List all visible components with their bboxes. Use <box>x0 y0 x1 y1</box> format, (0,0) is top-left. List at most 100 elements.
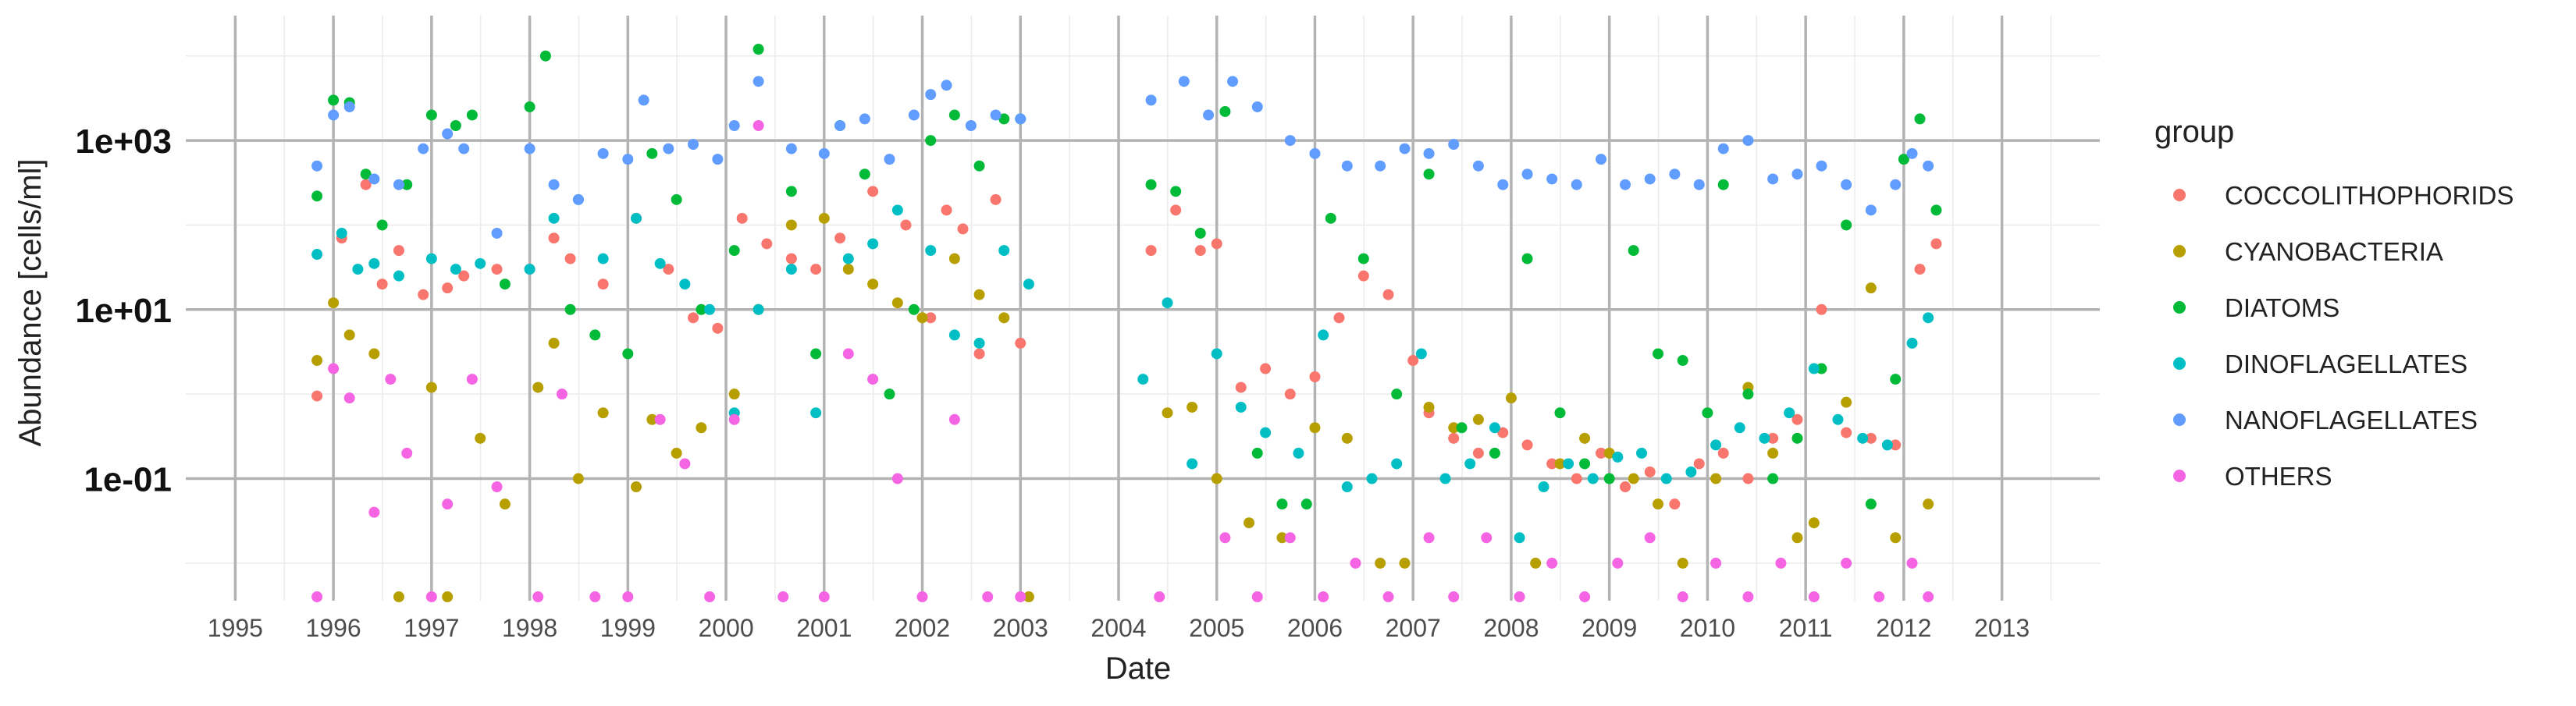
data-point <box>884 154 895 165</box>
data-point <box>663 264 674 275</box>
data-point <box>646 147 658 159</box>
data-point <box>458 270 470 282</box>
data-point <box>1693 458 1705 470</box>
data-point <box>891 204 903 216</box>
data-point <box>728 119 740 131</box>
data-point <box>1767 473 1779 484</box>
data-point <box>785 253 797 264</box>
data-point <box>1742 473 1754 484</box>
data-point <box>1791 432 1803 444</box>
x-axis-label: Date <box>1105 651 1172 686</box>
data-point <box>1505 392 1517 404</box>
data-point <box>1841 396 1852 408</box>
data-point <box>1318 329 1329 341</box>
data-point <box>1284 388 1296 400</box>
data-point <box>311 355 323 367</box>
data-point <box>328 297 340 309</box>
data-point <box>1930 204 1942 216</box>
y-axis-tick-labels: 1e-01 1e+01 1e+03 <box>75 122 172 498</box>
data-point <box>1162 297 1173 309</box>
data-point <box>328 94 340 106</box>
data-point <box>1816 363 1827 374</box>
data-point <box>1170 186 1182 197</box>
data-point <box>1906 557 1918 569</box>
data-point <box>1399 557 1411 569</box>
data-point <box>867 278 879 290</box>
data-point <box>1448 591 1460 603</box>
data-point <box>1194 227 1206 239</box>
data-point <box>925 135 937 147</box>
data-point <box>1318 591 1329 603</box>
y-tick-label: 1e+01 <box>75 292 172 330</box>
data-point <box>1464 458 1476 470</box>
legend-marker <box>2173 470 2186 482</box>
data-point <box>1546 173 1558 185</box>
data-point <box>1612 451 1624 463</box>
data-point <box>1521 169 1533 180</box>
data-point <box>1612 557 1624 569</box>
data-point <box>1439 473 1451 484</box>
data-point <box>998 245 1010 257</box>
data-point <box>1423 401 1435 413</box>
data-point <box>1890 532 1902 544</box>
data-point <box>425 591 437 603</box>
y-tick-label: 1e+03 <box>75 122 172 161</box>
data-point <box>385 374 397 385</box>
data-point <box>556 388 568 400</box>
data-point <box>891 297 903 309</box>
data-point <box>1841 219 1852 231</box>
data-point <box>1481 532 1493 544</box>
data-point <box>908 109 920 121</box>
data-point <box>1391 458 1403 470</box>
data-point <box>475 257 486 269</box>
data-point <box>442 591 454 603</box>
data-point <box>1375 160 1386 172</box>
data-point <box>990 193 1002 205</box>
data-point <box>1284 532 1296 544</box>
data-point <box>1914 113 1926 125</box>
data-point <box>360 179 372 190</box>
data-point <box>1898 154 1909 165</box>
data-point <box>785 219 797 231</box>
data-point <box>1702 407 1713 419</box>
data-point <box>941 204 952 216</box>
data-point <box>564 303 576 315</box>
data-point <box>925 312 937 324</box>
legend-item: COCCOLITHOPHORIDS <box>2173 181 2514 210</box>
data-point <box>1914 264 1926 275</box>
data-point <box>491 264 503 275</box>
legend: group COCCOLITHOPHORIDS CYANOBACTERIA DIAT… <box>2154 115 2514 491</box>
x-axis-tick-labels: 1995 1996 1997 1998 1999 2000 2001 2002 2003 2004… <box>208 614 2030 642</box>
data-point <box>548 337 560 349</box>
data-point <box>842 348 854 360</box>
legend-marker <box>2173 245 2186 257</box>
data-point <box>1816 160 1827 172</box>
data-point <box>425 109 437 121</box>
data-point <box>957 223 969 235</box>
data-point <box>393 270 404 282</box>
x-tick-label: 1998 <box>502 614 557 642</box>
legend-item: DINOFLAGELLATES <box>2173 349 2467 378</box>
data-point <box>728 245 740 257</box>
data-point <box>466 374 478 385</box>
series-diatoms <box>311 44 1942 510</box>
data-point <box>1015 337 1026 349</box>
data-point <box>548 232 560 244</box>
data-point <box>1677 557 1688 569</box>
legend-label: COCCOLITHOPHORIDS <box>2225 181 2514 210</box>
data-point <box>368 348 380 360</box>
data-point <box>1333 312 1345 324</box>
data-point <box>1579 591 1591 603</box>
data-point <box>1170 204 1182 216</box>
data-point <box>1137 374 1149 385</box>
data-point <box>1619 179 1631 190</box>
data-point <box>532 591 544 603</box>
data-point <box>1930 238 1942 250</box>
x-tick-label: 2001 <box>796 614 852 642</box>
data-point <box>1685 466 1697 477</box>
data-point <box>1399 143 1411 154</box>
data-point <box>867 374 879 385</box>
data-point <box>834 119 846 131</box>
data-point <box>1923 160 1934 172</box>
data-point <box>753 119 764 131</box>
